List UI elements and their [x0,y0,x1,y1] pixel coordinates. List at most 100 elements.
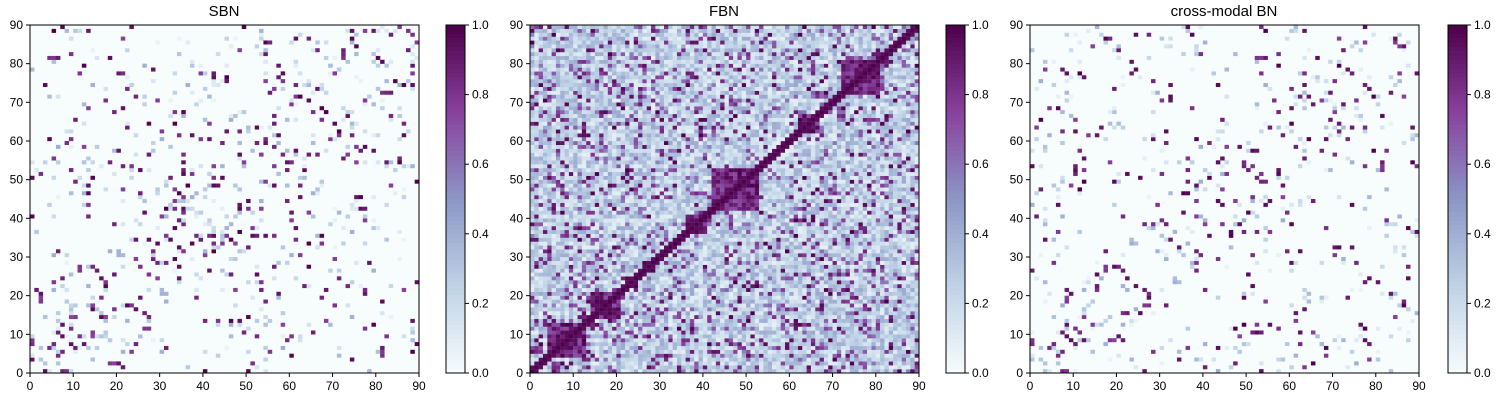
heatmap-cell [176,133,182,138]
heatmap-cell [711,342,716,347]
heatmap-cell [625,233,630,238]
heatmap-cell [901,311,907,316]
heatmap-cell [620,349,626,354]
heatmap-cell [901,342,907,347]
heatmap-cell [81,121,87,126]
heatmap-cell [560,322,565,327]
heatmap-cell [676,276,682,281]
heatmap-cell [819,222,825,227]
colorbar-segment [446,277,465,282]
heatmap-cell [733,272,738,277]
heatmap-cell [780,311,786,316]
heatmap-cell [854,287,859,292]
heatmap-cell [181,249,186,254]
heatmap-cell [125,75,130,80]
heatmap-cell [893,241,898,246]
heatmap-cell [728,241,734,246]
heatmap-cell [776,311,781,316]
heatmap-cell [754,315,760,320]
heatmap-cell [568,318,574,323]
heatmap-cell [599,291,604,296]
heatmap-cell [910,307,915,312]
heatmap-cell [871,222,876,227]
heatmap-cell [603,287,608,292]
heatmap-cell [538,268,544,273]
heatmap-cell [530,338,535,343]
heatmap-cell [625,307,630,312]
heatmap-cell [901,365,907,370]
heatmap-cell [797,253,803,258]
heatmap-cell [663,287,669,292]
heatmap-cell [676,229,682,234]
heatmap-cell [633,199,639,204]
heatmap-cell [530,345,535,350]
heatmap-cell [555,338,561,343]
heatmap-cell [780,257,786,262]
heatmap-cell [655,249,660,254]
heatmap-cell [841,353,846,358]
heatmap-cell [854,206,859,211]
heatmap-cell [616,318,621,323]
heatmap-cell [893,295,898,300]
heatmap-cell [163,214,169,219]
heatmap-cell [802,318,807,323]
heatmap-cell [858,287,863,292]
heatmap-cell [241,110,247,115]
heatmap-cell [651,257,656,262]
heatmap-cell [707,199,712,204]
heatmap-cell [34,287,39,292]
heatmap-cell [285,199,290,204]
heatmap-cell [694,214,699,219]
heatmap-cell [672,353,678,358]
heatmap-cell [776,284,781,289]
heatmap-cell [715,287,721,292]
heatmap-cell [746,249,751,254]
heatmap-cell [349,206,355,211]
heatmap-cell [581,326,587,331]
heatmap-cell [871,318,876,323]
heatmap-cell [530,284,535,289]
heatmap-cell [867,260,872,265]
heatmap-cell [263,357,268,362]
heatmap-cell [306,241,312,246]
heatmap-cell [646,318,652,323]
heatmap-cell [776,241,781,246]
heatmap-cell [871,249,876,254]
heatmap-cell [832,353,838,358]
heatmap-cell [616,276,621,281]
heatmap-cell [871,206,876,211]
heatmap-cell [542,202,548,207]
heatmap-cell [676,338,682,343]
heatmap-cell [832,284,838,289]
heatmap-cell [858,245,863,250]
heatmap-cell [819,253,825,258]
heatmap-cell [663,253,669,258]
heatmap-cell [590,287,595,292]
heatmap-cell [759,241,764,246]
heatmap-cell [806,365,812,370]
heatmap-cell [655,365,660,370]
heatmap-cell [655,284,660,289]
heatmap-cell [181,110,186,115]
heatmap-cell [68,36,74,41]
heatmap-cell [702,249,708,254]
heatmap-cell [620,365,626,370]
heatmap-cell [854,202,859,207]
heatmap-cell [746,357,751,362]
heatmap-cell [733,357,738,362]
heatmap-cell [698,237,704,242]
heatmap-cell [99,276,104,281]
heatmap-cell [263,79,268,84]
heatmap-cell [393,28,398,33]
heatmap-cell [823,338,829,343]
heatmap-cell [901,315,907,320]
heatmap-cell [728,202,734,207]
heatmap-cell [797,287,803,292]
heatmap-cell [568,226,574,231]
heatmap-cell [538,345,544,350]
heatmap-cell [862,249,868,254]
heatmap-cell [534,276,539,281]
heatmap-cell [551,199,557,204]
heatmap-cell [663,361,669,366]
heatmap-cell [785,284,790,289]
